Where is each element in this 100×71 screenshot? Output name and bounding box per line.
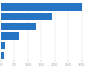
Bar	[1, 52, 4, 59]
Bar	[1, 32, 18, 40]
Bar	[1, 23, 36, 30]
Bar	[1, 3, 82, 11]
Bar	[1, 42, 5, 49]
Bar	[1, 13, 52, 20]
